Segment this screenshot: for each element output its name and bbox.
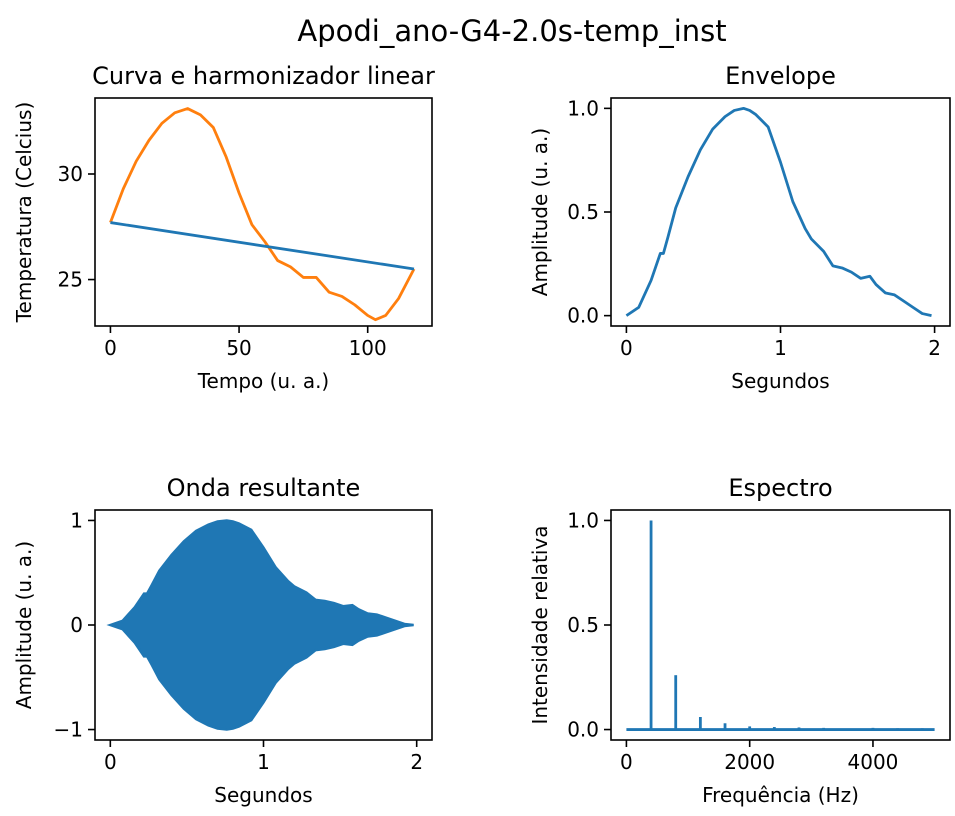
figure-suptitle: Apodi_ano-G4-2.0s-temp_inst — [297, 14, 726, 48]
espectro-ylabel: Intensidade relativa — [528, 525, 552, 724]
envelope-axes-frame — [610, 97, 951, 327]
espectro-ytick-label-1: 0.5 — [567, 613, 599, 637]
envelope-ytick-label-1: 0.5 — [567, 200, 599, 224]
envelope-xtick-label-2: 2 — [928, 336, 941, 360]
onda-ytick-label-1: 0 — [70, 613, 83, 637]
curva-title: Curva e harmonizador linear — [92, 62, 435, 90]
envelope-xtick-label-1: 1 — [774, 336, 787, 360]
espectro-xtick-label-1: 2000 — [724, 750, 775, 774]
curva-ylabel: Temperatura (Celcius) — [12, 102, 36, 324]
curva-xtick-label-1: 50 — [226, 336, 251, 360]
espectro-xtick-label-2: 4000 — [848, 750, 899, 774]
panel-espectro: 0 2000 4000 0.0 0.5 1.0 Espectro Frequência (Hz… — [528, 474, 951, 807]
onda-xtick-label-1: 1 — [257, 750, 270, 774]
envelope-xlabel: Segundos — [731, 369, 829, 393]
onda-xlabel: Segundos — [214, 783, 312, 807]
onda-xtick-label-0: 0 — [104, 750, 117, 774]
curva-xlabel: Tempo (u. a.) — [197, 369, 330, 393]
espectro-ytick-label-2: 1.0 — [567, 508, 599, 532]
espectro-ytick-label-0: 0.0 — [567, 718, 599, 742]
espectro-xlabel: Frequência (Hz) — [702, 783, 859, 807]
onda-ytick-label-2: 1 — [70, 508, 83, 532]
espectro-xtick-label-0: 0 — [620, 750, 633, 774]
curva-series-0-line — [109, 107, 416, 322]
envelope-xtick-label-0: 0 — [620, 336, 633, 360]
envelope-title: Envelope — [725, 62, 836, 90]
curva-xtick-label-0: 0 — [104, 336, 117, 360]
panel-envelope: 0 1 2 0.0 0.5 1.0 Envelope Segundos Amplitude (u… — [528, 62, 951, 393]
envelope-ylabel: Amplitude (u. a.) — [528, 128, 552, 296]
envelope-series-0-line — [625, 106, 932, 318]
envelope-ytick-label-2: 1.0 — [567, 96, 599, 120]
curva-axes-frame — [94, 97, 433, 327]
espectro-axes-frame — [610, 509, 951, 741]
curva-series-1-line — [110, 221, 415, 271]
onda-title: Onda resultante — [167, 474, 361, 502]
onda-ytick-label-0: −1 — [54, 718, 83, 742]
onda-series-0-fill — [106, 519, 414, 731]
onda-ylabel: Amplitude (u. a.) — [12, 541, 36, 709]
curva-xtick-label-2: 100 — [349, 336, 387, 360]
onda-xtick-label-2: 2 — [410, 750, 423, 774]
curva-ytick-label-1: 30 — [58, 162, 83, 186]
espectro-title: Espectro — [728, 474, 832, 502]
panel-curva-harmonizador: 0 50 100 25 30 Curva e harmonizador linear Tem… — [12, 62, 435, 393]
curva-ytick-label-0: 25 — [58, 268, 83, 292]
envelope-ytick-label-0: 0.0 — [567, 304, 599, 328]
panel-onda-resultante: 0 1 2 −1 0 1 Onda resultante Segundos Amplitude … — [12, 474, 433, 807]
